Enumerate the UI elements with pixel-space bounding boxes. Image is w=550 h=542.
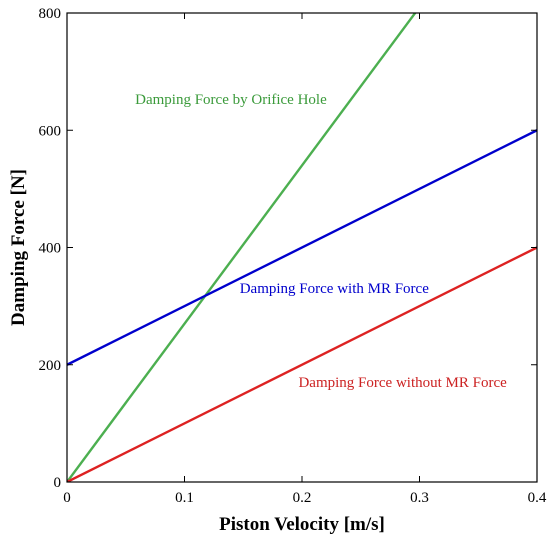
y-tick-label: 0 xyxy=(54,475,62,491)
series-line-1 xyxy=(67,129,537,366)
y-tick-label: 800 xyxy=(39,6,62,22)
series-line-0 xyxy=(67,13,417,482)
y-tick-label: 600 xyxy=(39,123,62,139)
y-tick-label: 200 xyxy=(39,358,62,374)
x-axis-title: Piston Velocity [m/s] xyxy=(219,514,385,535)
series-line-2 xyxy=(67,246,537,482)
x-tick-label: 0.1 xyxy=(175,490,194,506)
ticks-layer: 0 0.1 0.2 0.3 0.4 0 200 400 600 800 xyxy=(39,6,547,506)
series-annotation-2: Damping Force without MR Force xyxy=(298,375,507,391)
annotations-layer: Damping Force by Orifice Hole Damping For… xyxy=(135,92,507,391)
x-tick-label: 0.4 xyxy=(528,490,547,506)
x-tick-label: 0.2 xyxy=(293,490,312,506)
y-tick-label: 400 xyxy=(39,241,62,257)
y-axis-title: Damping Force [N] xyxy=(8,169,29,326)
series-layer xyxy=(67,13,537,482)
series-annotation-1: Damping Force with MR Force xyxy=(240,281,429,297)
x-tick-label: 0 xyxy=(63,490,71,506)
x-tick-label: 0.3 xyxy=(410,490,429,506)
series-annotation-0: Damping Force by Orifice Hole xyxy=(135,92,327,108)
